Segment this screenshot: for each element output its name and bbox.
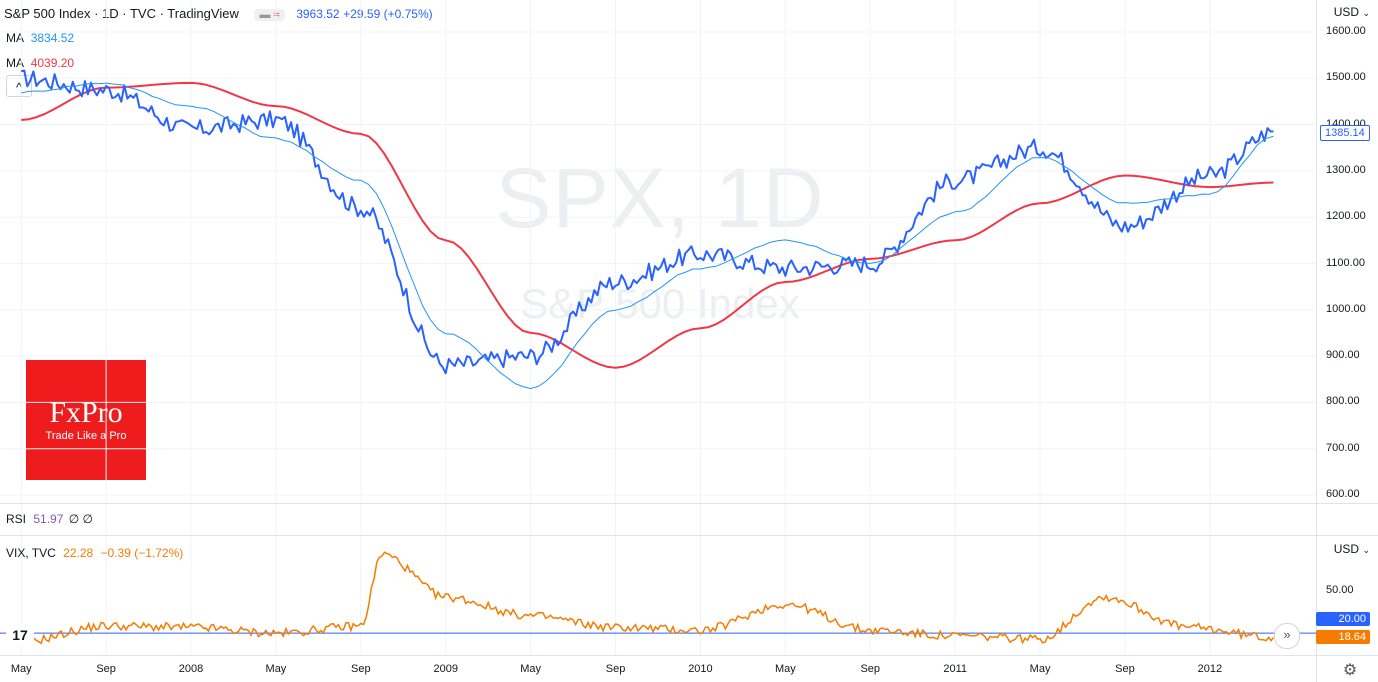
- vix-axis-tick: 50.00: [1326, 584, 1354, 596]
- last-price-tag: 1385.14: [1320, 125, 1370, 141]
- scroll-to-realtime-button[interactable]: »: [1274, 623, 1300, 649]
- currency-label: USD: [1333, 5, 1360, 19]
- price-axis-tick: 700.00: [1326, 441, 1360, 454]
- tradingview-logo-icon[interactable]: 17: [6, 624, 34, 646]
- price-axis-tick: 1300.00: [1326, 163, 1366, 176]
- vix-currency-selector[interactable]: USD ⌄: [1334, 542, 1370, 556]
- time-axis-border: [0, 655, 1378, 656]
- time-axis-label: 2008: [178, 663, 204, 675]
- ma-slow-legend[interactable]: MA 4039.20: [6, 56, 74, 70]
- price-axis-tick: 800.00: [1326, 395, 1360, 408]
- vix-level-tag: 20.00: [1316, 612, 1370, 626]
- time-axis-label: May: [774, 663, 796, 675]
- ma-slow-line[interactable]: [21, 81, 1274, 369]
- pane-separator-vix[interactable]: [0, 535, 1378, 536]
- logo-brand: FxPro: [49, 396, 123, 429]
- time-axis-label: May: [520, 663, 542, 675]
- symbol-watermark: SPX, 1D: [495, 151, 825, 245]
- price-axis-tick: 1500.00: [1326, 71, 1366, 84]
- rsi-legend[interactable]: RSI 51.97 ∅ ∅: [6, 512, 93, 526]
- price-axis-tick: 1000.00: [1326, 302, 1366, 315]
- fxpro-logo: FxPro Trade Like a Pro: [26, 360, 146, 480]
- spx-line[interactable]: [21, 69, 1274, 375]
- ma-fast-line[interactable]: [21, 82, 1274, 389]
- spx-series: [21, 69, 1274, 389]
- time-axis-label: May: [10, 663, 32, 675]
- vix-value: 22.28: [63, 546, 94, 560]
- rsi-value: 51.97: [33, 512, 64, 526]
- price-axis-border: [1316, 0, 1317, 682]
- chevron-down-icon: ⌄: [1362, 8, 1370, 18]
- price-axis-tick: 1200.00: [1326, 210, 1366, 223]
- settings-gear-icon[interactable]: ⚙: [1342, 662, 1358, 679]
- vix-change: −0.39 (−1.72%): [100, 546, 184, 560]
- pane-separator-rsi[interactable]: [0, 503, 1378, 504]
- time-axis-label: 2009: [433, 663, 458, 675]
- time-axis-label: May: [265, 663, 287, 675]
- time-axis-label: May: [1029, 663, 1051, 675]
- vix-line[interactable]: [21, 551, 1275, 645]
- double-chevron-right-icon: »: [1283, 627, 1291, 642]
- grid-lines: [0, 0, 1316, 655]
- price-axis-tick: 1600.00: [1326, 25, 1366, 37]
- time-axis-label: Sep: [1115, 663, 1135, 675]
- time-axis-label: Sep: [351, 663, 371, 675]
- header-change: +29.59 (+0.75%): [343, 7, 433, 21]
- vix-label: VIX, TVC: [6, 546, 56, 560]
- vix-last-tag: 18.64: [1316, 630, 1370, 644]
- chevron-down-icon: ⌄: [1362, 545, 1370, 555]
- rsi-label: RSI: [6, 512, 27, 526]
- vix-legend[interactable]: VIX, TVC 22.28 −0.39 (−1.72%): [6, 546, 183, 560]
- time-axis-label: 2011: [943, 663, 967, 675]
- time-axis-label: Sep: [96, 663, 116, 675]
- chart-title: S&P 500 Index · 1D · TVC · TradingView: [4, 6, 239, 21]
- rsi-extra: ∅ ∅: [68, 512, 93, 526]
- indicator-toggle-button[interactable]: ▬ ≈: [254, 9, 285, 21]
- ma-fast-label: MA: [6, 31, 24, 45]
- price-axis-tick: 600.00: [1326, 488, 1360, 500]
- ma-slow-label: MA: [6, 56, 24, 70]
- time-axis-label: Sep: [860, 663, 881, 675]
- vix-series: [0, 551, 1316, 645]
- time-axis-label: 2010: [688, 663, 713, 675]
- ma-fast-value: 3834.52: [30, 31, 75, 45]
- currency-selector[interactable]: USD ⌄: [1334, 5, 1370, 19]
- header-price: 3963.52: [296, 7, 340, 21]
- price-axis-tick: 900.00: [1326, 349, 1360, 362]
- vix-currency-label: USD: [1333, 542, 1360, 556]
- time-axis-label: Sep: [605, 663, 626, 675]
- time-axis-label: 2012: [1197, 663, 1223, 675]
- chart-header: S&P 500 Index · 1D · TVC · TradingView ▬…: [4, 6, 433, 21]
- price-axis-tick: 1100.00: [1326, 256, 1365, 269]
- collapse-chevron-icon: ^: [15, 80, 23, 95]
- ma-slow-value: 4039.20: [30, 56, 75, 70]
- ma-fast-legend[interactable]: MA 3834.52: [6, 31, 74, 45]
